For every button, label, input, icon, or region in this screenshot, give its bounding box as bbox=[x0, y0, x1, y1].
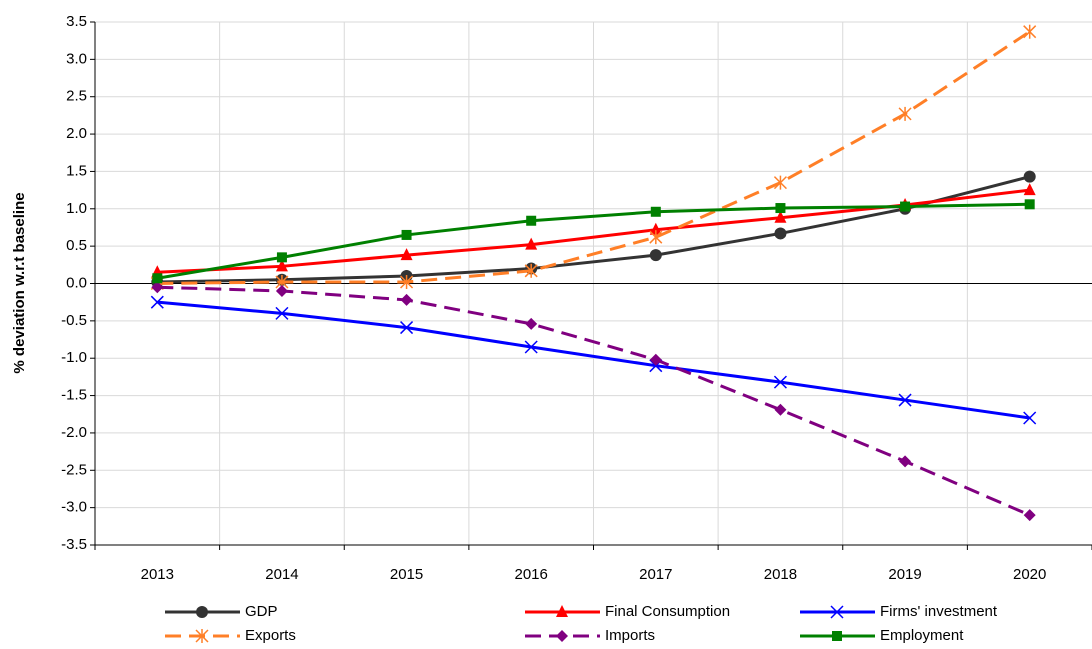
legend-label: Firms' investment bbox=[880, 603, 998, 620]
marker-stroke bbox=[150, 295, 164, 309]
marker bbox=[400, 321, 414, 335]
marker bbox=[774, 210, 787, 223]
series-line bbox=[157, 300, 1030, 420]
marker bbox=[525, 317, 538, 330]
series-line bbox=[157, 175, 1031, 284]
legend-label: Employment bbox=[880, 627, 964, 644]
legend-item: Final Consumption bbox=[525, 603, 730, 620]
legend-item: Employment bbox=[800, 627, 964, 644]
marker bbox=[1023, 509, 1036, 522]
marker bbox=[275, 259, 288, 272]
marker bbox=[524, 263, 538, 278]
series bbox=[151, 281, 1036, 522]
marker-stroke bbox=[830, 605, 844, 619]
marker bbox=[400, 275, 414, 290]
y-axis-label: % deviation w.r.t baseline bbox=[11, 192, 28, 373]
marker bbox=[1024, 199, 1035, 210]
marker bbox=[900, 201, 911, 212]
marker-stroke bbox=[1023, 411, 1037, 425]
marker-stroke bbox=[773, 375, 787, 389]
series-line bbox=[157, 202, 1030, 280]
x-tick-label: 2020 bbox=[1013, 566, 1046, 583]
marker bbox=[1023, 24, 1037, 39]
marker bbox=[556, 630, 568, 642]
series bbox=[152, 199, 1035, 284]
marker bbox=[774, 403, 787, 416]
series-line bbox=[157, 30, 1031, 285]
legend-label: Exports bbox=[245, 627, 296, 644]
marker bbox=[400, 248, 413, 261]
x-tick-label: 2018 bbox=[764, 566, 797, 583]
marker bbox=[649, 230, 663, 245]
y-tick-label: 3.5 bbox=[66, 13, 87, 30]
marker bbox=[525, 237, 538, 250]
x-tick-label: 2015 bbox=[390, 566, 423, 583]
marker bbox=[1023, 411, 1037, 425]
marker bbox=[898, 393, 912, 407]
marker bbox=[1023, 183, 1036, 196]
marker-stroke bbox=[275, 306, 289, 320]
marker bbox=[195, 629, 209, 643]
legend-item: Firms' investment bbox=[800, 603, 998, 620]
x-tick-label: 2014 bbox=[265, 566, 298, 583]
legend-label: Imports bbox=[605, 627, 655, 644]
y-tick-label: 0.5 bbox=[66, 237, 87, 254]
marker bbox=[526, 215, 537, 226]
series bbox=[150, 295, 1037, 425]
x-tick-label: 2013 bbox=[141, 566, 174, 583]
marker bbox=[832, 631, 842, 641]
marker bbox=[1023, 170, 1036, 183]
marker bbox=[151, 281, 164, 294]
y-tick-label: 0.0 bbox=[66, 274, 87, 291]
legend-item: GDP bbox=[165, 603, 278, 620]
y-tick-label: -3.5 bbox=[61, 536, 87, 553]
x-tick-label: 2017 bbox=[639, 566, 672, 583]
marker bbox=[556, 605, 568, 617]
marker-stroke bbox=[898, 393, 912, 407]
marker bbox=[275, 306, 289, 320]
marker-stroke bbox=[524, 340, 538, 354]
marker bbox=[773, 375, 787, 389]
y-tick-label: -3.0 bbox=[61, 499, 87, 516]
marker bbox=[774, 227, 787, 240]
legend-item: Exports bbox=[165, 627, 296, 644]
marker bbox=[898, 106, 912, 121]
marker bbox=[150, 295, 164, 309]
legend-label: Final Consumption bbox=[605, 603, 730, 620]
legend-label: GDP bbox=[245, 603, 278, 620]
series-line bbox=[157, 285, 1031, 517]
marker bbox=[649, 222, 662, 235]
legend-item: Imports bbox=[525, 627, 655, 644]
y-tick-label: 2.0 bbox=[66, 125, 87, 142]
y-tick-label: -2.0 bbox=[61, 424, 87, 441]
y-tick-label: -1.0 bbox=[61, 349, 87, 366]
y-tick-label: 3.0 bbox=[66, 50, 87, 67]
x-tick-label: 2016 bbox=[515, 566, 548, 583]
y-tick-label: 1.5 bbox=[66, 162, 87, 179]
marker-stroke bbox=[400, 321, 414, 335]
y-tick-label: 1.0 bbox=[66, 200, 87, 217]
marker bbox=[275, 284, 288, 297]
marker bbox=[196, 606, 208, 618]
y-tick-label: -1.5 bbox=[61, 387, 87, 404]
marker bbox=[773, 175, 787, 190]
y-tick-label: 2.5 bbox=[66, 88, 87, 105]
marker bbox=[276, 252, 287, 263]
marker bbox=[524, 340, 538, 354]
marker bbox=[899, 455, 912, 468]
y-tick-label: -2.5 bbox=[61, 461, 87, 478]
marker bbox=[152, 273, 163, 284]
marker bbox=[401, 229, 412, 240]
marker bbox=[649, 353, 662, 366]
y-tick-label: -0.5 bbox=[61, 312, 87, 329]
marker bbox=[649, 249, 662, 262]
marker bbox=[830, 605, 844, 619]
marker bbox=[400, 293, 413, 306]
series bbox=[150, 24, 1037, 291]
marker bbox=[650, 206, 661, 217]
marker bbox=[775, 203, 786, 214]
x-tick-label: 2019 bbox=[888, 566, 921, 583]
